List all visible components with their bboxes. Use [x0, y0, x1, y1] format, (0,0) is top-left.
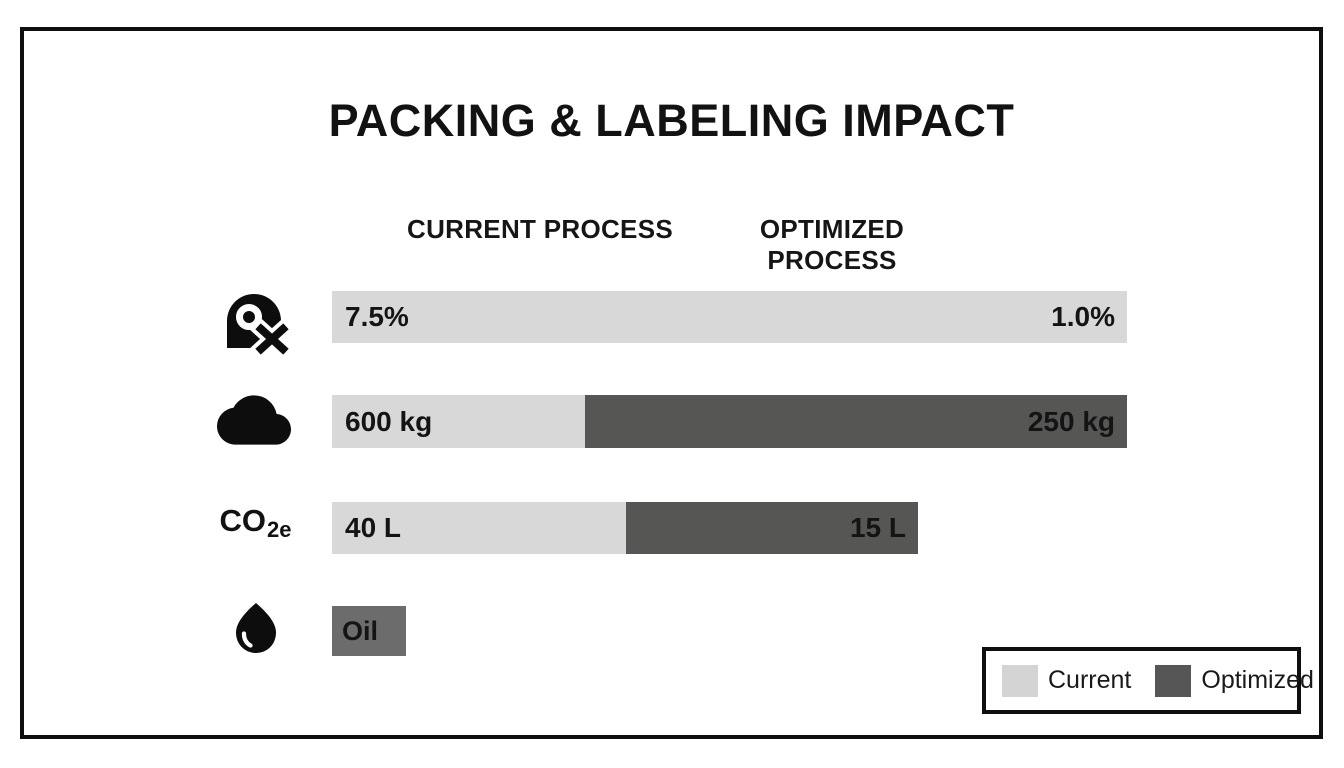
- page-title: PACKING & LABELING IMPACT: [328, 95, 1015, 146]
- bar-value: 600 kg: [345, 405, 433, 437]
- legend-label-optimized: Optimized: [1201, 666, 1314, 694]
- bar-row2-optimized: 250 kg: [585, 395, 1127, 448]
- bar-value: Oil: [342, 615, 379, 646]
- co2e-main: CO: [219, 503, 267, 538]
- bar-value: 40 L: [345, 512, 402, 543]
- bar-value: 15 L: [849, 512, 906, 543]
- co2e-label: CO2e: [200, 503, 310, 542]
- bar-row3-current: 40 L: [332, 502, 626, 554]
- bar-value: 7.5%: [345, 301, 409, 332]
- co2e-sub: 2e: [267, 517, 292, 542]
- column-header-current: CURRENT PROCESS: [407, 214, 673, 244]
- legend: Current Optimized: [982, 647, 1314, 714]
- bar-row2-current: 600 kg: [332, 395, 585, 448]
- bar-row1-current: 7.5% 1.0%: [332, 291, 1127, 343]
- label-error-icon: [224, 291, 295, 361]
- outer-frame: [20, 27, 1323, 739]
- legend-swatch-current: [1002, 664, 1038, 697]
- column-header-optimized: OPTIMIZED PROCESS: [759, 214, 905, 275]
- bar-value: 250 kg: [1027, 405, 1115, 437]
- bar-value: 1.0%: [1051, 301, 1115, 332]
- oil-drop-icon: [226, 598, 286, 663]
- legend-label-current: Current: [1048, 666, 1132, 694]
- legend-swatch-optimized: [1155, 664, 1192, 697]
- bar-row4-oil: Oil: [332, 606, 406, 656]
- cloud-icon: [214, 383, 294, 462]
- bar-row3-optimized: 15 L: [626, 502, 918, 554]
